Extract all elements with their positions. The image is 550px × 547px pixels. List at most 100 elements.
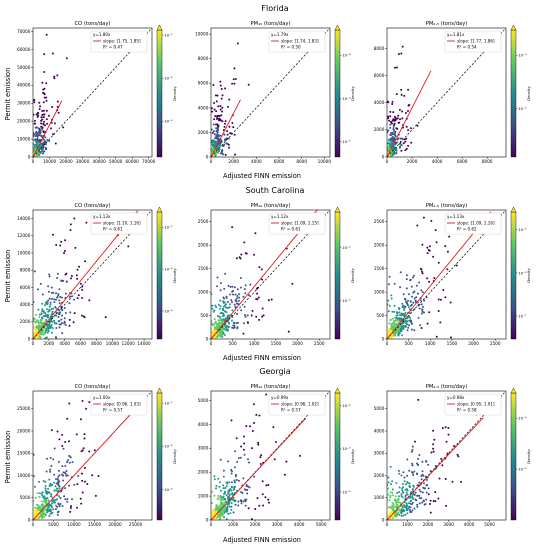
scatter-point xyxy=(402,514,405,517)
x-tick-label: 2000 xyxy=(44,341,55,346)
fit-line xyxy=(32,410,134,521)
scatter-point xyxy=(224,153,227,156)
scatter-point xyxy=(259,456,262,459)
scatter-point xyxy=(217,494,220,497)
scatter-point xyxy=(227,143,230,146)
scatter-point xyxy=(211,501,213,504)
xlabel-row-2: Adjusted FINN emission xyxy=(223,354,301,362)
scatter-point xyxy=(428,249,431,252)
scatter-point xyxy=(222,307,224,310)
fit-line xyxy=(386,417,484,521)
scatter-point xyxy=(407,104,410,107)
scatter-point xyxy=(230,502,233,504)
scatter-point xyxy=(219,496,222,499)
scatter-point xyxy=(76,506,78,509)
scatter-point xyxy=(68,302,71,305)
x-tick-label: 2500 xyxy=(490,341,501,346)
y-tick-label: 2000 xyxy=(198,243,209,248)
scatter-point xyxy=(405,491,408,494)
scatter-point xyxy=(390,297,393,300)
x-tick-label: 500 xyxy=(405,341,413,346)
scatter-point xyxy=(408,324,411,327)
scatter-point xyxy=(69,311,72,314)
scatter-point xyxy=(216,276,219,279)
scatter-point xyxy=(267,498,270,501)
panel-title: PM₁₀ (tons/day) xyxy=(251,384,291,390)
scatter-point xyxy=(40,135,43,138)
scatter-point xyxy=(225,142,228,145)
scatter-point xyxy=(79,497,82,500)
scatter-point xyxy=(393,119,396,122)
scatter-point xyxy=(413,274,415,277)
colorbar-extend-triangle xyxy=(334,206,341,213)
scatter-point xyxy=(427,487,430,490)
scatter-point xyxy=(268,501,270,504)
scatter-point xyxy=(412,474,415,476)
colorbar-label: Density xyxy=(172,268,177,283)
scatter-point xyxy=(232,293,234,296)
scatter-point xyxy=(392,317,394,320)
scatter-point xyxy=(411,493,414,496)
scatter-point xyxy=(219,305,222,308)
y-tick-label: 4000 xyxy=(374,428,385,433)
scatter-point xyxy=(400,514,403,517)
scatter-point xyxy=(419,490,422,493)
scatter-point xyxy=(397,121,400,124)
scatter-point xyxy=(56,296,59,299)
scatter-point xyxy=(58,505,61,508)
panel-6: PM₂.₅ (tons/day) 0 500 1000 1500 2000 2500 0 500… xyxy=(374,203,531,346)
scatter-point xyxy=(60,490,63,493)
scatter-point xyxy=(416,124,419,127)
scatter-point xyxy=(217,105,220,108)
scatter-point xyxy=(237,500,240,503)
scatter-point xyxy=(404,319,407,322)
scatter-point xyxy=(432,450,435,453)
scatter-point xyxy=(400,93,403,96)
scatter-point xyxy=(70,505,72,508)
scatter-point xyxy=(445,504,448,507)
colorbar-tick-label: 10⁻⁷ xyxy=(164,32,173,37)
scatter-point xyxy=(434,500,437,503)
scatter-point xyxy=(242,477,245,480)
scatter-point xyxy=(44,124,46,127)
scatter-point xyxy=(83,437,86,440)
scatter-point xyxy=(214,304,217,307)
scatter-point xyxy=(428,311,431,314)
scatter-point xyxy=(432,500,435,502)
scatter-point xyxy=(392,118,395,121)
scatter-point xyxy=(48,478,51,481)
scatter-point xyxy=(389,496,392,499)
panel-title: PM₁₀ (tons/day) xyxy=(251,21,291,27)
scatter-point xyxy=(43,120,46,123)
y-tick-label: 0 xyxy=(382,517,385,522)
scatter-point xyxy=(53,447,56,450)
scatter-point xyxy=(215,110,218,113)
legend-box xyxy=(268,212,326,235)
scatter-point xyxy=(389,494,392,497)
scatter-point xyxy=(242,500,245,503)
scatter-point xyxy=(56,514,59,516)
scatter-point xyxy=(48,275,51,278)
scatter-point xyxy=(239,257,242,260)
scatter-point xyxy=(231,319,233,322)
scatter-point xyxy=(61,314,64,317)
scatter-point xyxy=(213,108,216,111)
scatter-point xyxy=(38,101,41,104)
legend-equation: y=0.99x xyxy=(271,395,289,400)
scatter-point xyxy=(55,244,58,246)
scatter-point xyxy=(389,133,392,136)
scatter-point xyxy=(54,314,57,317)
scatter-point xyxy=(80,450,83,453)
scatter-point xyxy=(60,240,63,243)
scatter-point xyxy=(43,311,46,314)
scatter-point xyxy=(394,325,397,327)
colorbar-tick-label: 10⁻⁷ xyxy=(164,400,173,405)
scatter-point xyxy=(104,316,107,319)
x-tick-label: 1500 xyxy=(271,341,282,346)
panel-title: PM₂.₅ (tons/day) xyxy=(426,384,468,390)
scatter-point xyxy=(64,465,67,467)
scatter-point xyxy=(35,313,37,316)
scatter-point xyxy=(64,239,67,242)
scatter-point xyxy=(91,474,94,477)
scatter-point xyxy=(63,252,65,255)
